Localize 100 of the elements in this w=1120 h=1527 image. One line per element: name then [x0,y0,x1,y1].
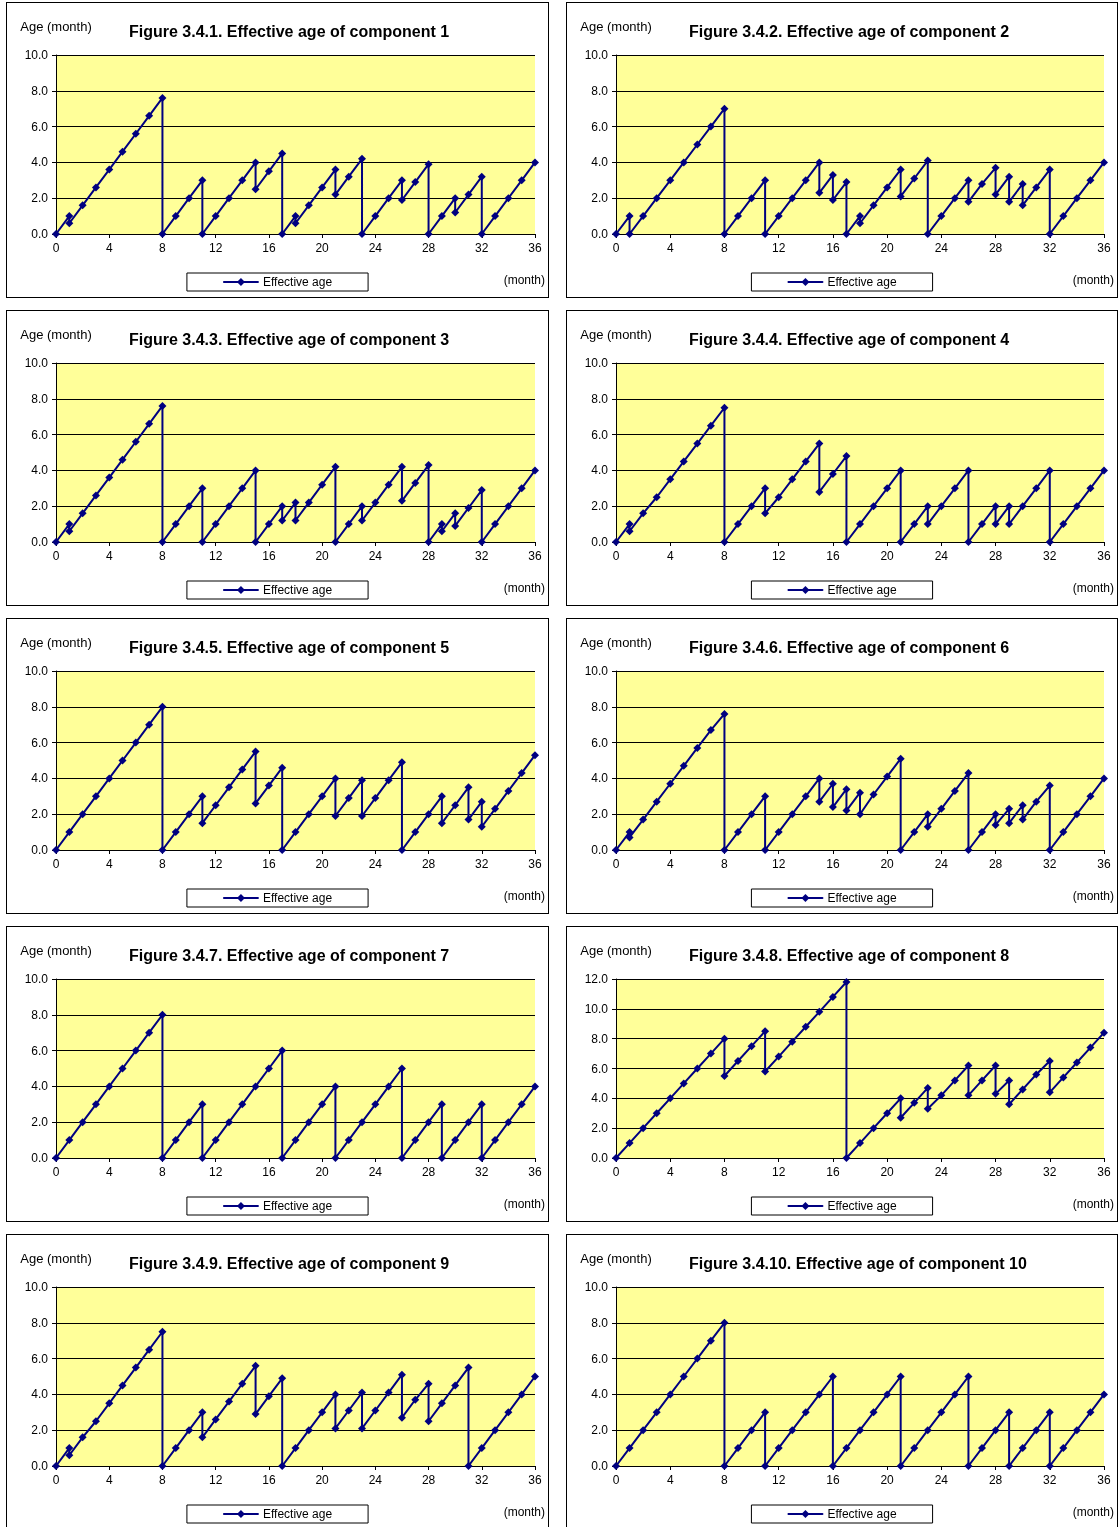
point [437,212,446,221]
point [1045,1088,1054,1097]
point [211,1136,220,1145]
point [788,1426,797,1435]
x-tick-label: 4 [666,549,674,563]
point [964,466,973,475]
point [358,154,367,163]
point [358,1118,367,1127]
point [788,1037,797,1046]
x-tick-label: 8 [721,241,729,255]
point [158,846,167,854]
point [761,1067,770,1076]
point [828,1462,837,1470]
point [842,1154,851,1162]
point [1072,502,1081,511]
x-tick-label: 12 [771,1473,786,1487]
point [923,156,932,165]
point [278,1046,287,1055]
y-tick-label: 2.0 [31,1423,49,1438]
x-tick-label: 36 [1097,1165,1111,1179]
point [211,212,220,221]
x-tick-label: 16 [826,549,840,563]
x-tick-label: 20 [315,1473,330,1487]
point [251,799,260,808]
point [411,478,420,487]
chart-title: Figure 3.4.4. Effective age of component 4 [689,330,1010,348]
point [828,803,837,812]
y-axis-title: Age (month) [580,1251,652,1266]
point [1086,792,1095,801]
point [477,1444,486,1453]
y-tick-label: 0.0 [591,843,609,857]
point [464,1118,473,1127]
x-tick-label: 36 [528,241,542,255]
point [842,178,851,187]
point [158,230,167,238]
point [991,163,1000,172]
y-tick-label: 10.0 [24,1280,49,1294]
x-tick-label: 28 [421,857,436,871]
x-axis-title: (month) [1072,889,1114,903]
point [883,484,892,493]
x-tick-label: 24 [368,1473,383,1487]
point [923,502,932,511]
x-axis-title: (month) [503,1197,545,1211]
x-tick-label: 12 [771,241,786,255]
point [451,1136,460,1145]
x-tick-label: 0 [52,549,60,563]
y-axis-title: Age (month) [580,327,652,342]
y-axis-title: Age (month) [580,943,652,958]
point [278,1374,287,1383]
point [815,487,824,496]
point [278,516,287,525]
point [937,804,946,813]
x-tick-label: 32 [475,1165,489,1179]
point [937,1091,946,1100]
chart-title: Figure 3.4.1. Effective age of component 1 [129,22,450,40]
point [1005,1100,1014,1109]
x-tick-label: 28 [421,241,436,255]
point [358,1388,367,1397]
y-tick-label: 6.0 [31,119,49,134]
point [639,212,648,221]
point [131,129,140,138]
point [1059,520,1068,529]
point [198,819,207,828]
point [842,452,851,461]
point [720,230,729,238]
x-tick-label: 32 [475,241,489,255]
point [304,1426,313,1435]
point [1005,819,1014,828]
point [869,502,878,511]
y-tick-label: 8.0 [31,391,49,406]
x-tick-label: 36 [528,1165,542,1179]
point [331,1424,340,1433]
point [842,230,851,238]
point [477,797,486,806]
x-tick-label: 24 [934,549,949,563]
x-axis-title: (month) [1072,581,1114,595]
x-axis-title: (month) [1072,1505,1114,1519]
y-tick-label: 10.0 [584,1280,609,1294]
point [371,498,380,507]
point [91,1100,100,1109]
point [118,756,127,765]
point [185,194,194,203]
point [612,1154,620,1162]
point [251,158,260,167]
y-tick-label: 10.0 [24,664,49,678]
point [397,176,406,185]
point [652,194,661,203]
point [424,160,433,169]
point [171,1136,180,1145]
point [451,208,460,217]
point [612,538,620,546]
point [706,1336,715,1345]
point [411,1395,420,1404]
point [451,194,460,203]
point [625,212,634,221]
point [978,1076,986,1085]
point [883,1390,892,1399]
point [666,1390,675,1399]
point [761,1027,770,1036]
point [1005,520,1014,529]
